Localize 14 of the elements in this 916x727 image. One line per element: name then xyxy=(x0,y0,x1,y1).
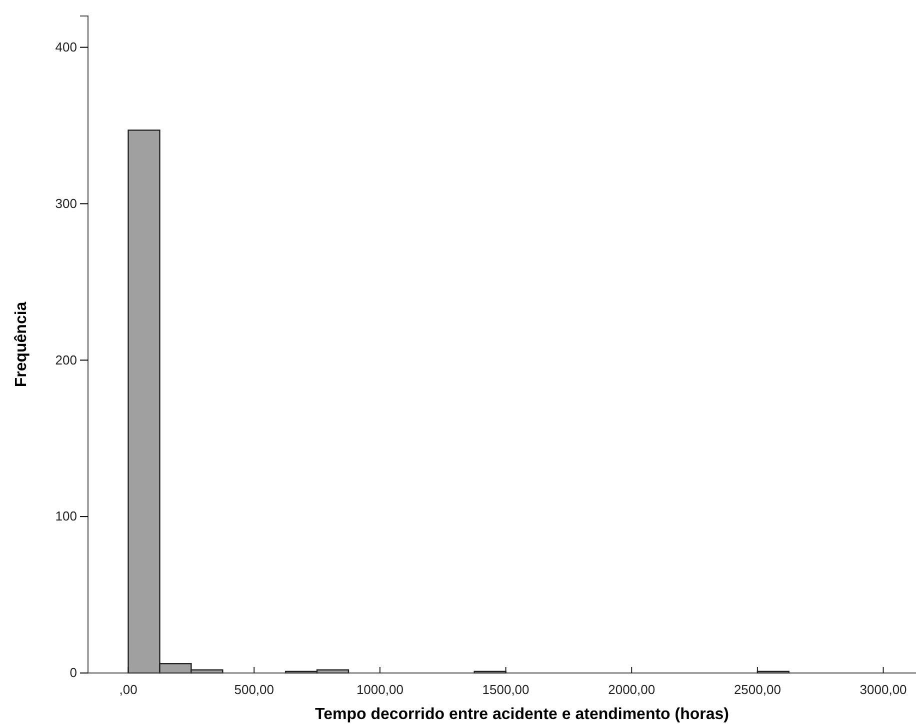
y-tick-label: 0 xyxy=(70,665,77,680)
x-tick-label: ,00 xyxy=(119,682,138,698)
y-tick-label: 100 xyxy=(55,508,77,524)
y-axis-title: Frequência xyxy=(13,302,30,388)
y-tick-label: 400 xyxy=(55,39,77,54)
y-tick-label: 200 xyxy=(55,352,77,368)
x-tick-label: 500,00 xyxy=(234,682,274,698)
x-tick-label: 2500,00 xyxy=(734,682,781,698)
x-axis-title: Tempo decorrido entre acidente e atendimento (horas) xyxy=(315,706,729,723)
x-tick-label: 1000,00 xyxy=(356,682,404,698)
x-tick-label: 1500,00 xyxy=(482,682,530,698)
x-tick-label: 2000,00 xyxy=(608,682,656,698)
y-tick-label: 300 xyxy=(55,196,77,211)
x-tick-label: 3000,00 xyxy=(860,682,907,698)
